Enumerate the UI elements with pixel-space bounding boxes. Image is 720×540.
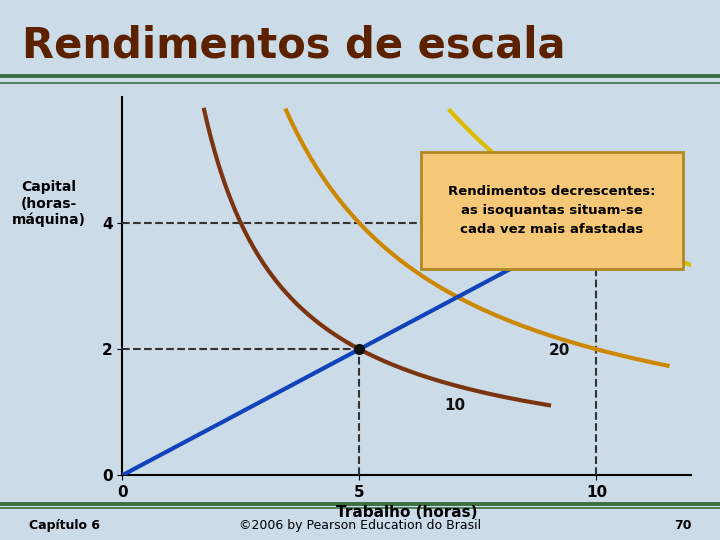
- FancyBboxPatch shape: [421, 152, 683, 269]
- Text: Capítulo 6: Capítulo 6: [29, 519, 100, 532]
- Text: 70: 70: [674, 519, 691, 532]
- Text: Capital
(horas-
máquina): Capital (horas- máquina): [12, 180, 86, 227]
- Text: Rendimentos de escala: Rendimentos de escala: [22, 24, 565, 66]
- Text: A: A: [653, 168, 667, 187]
- X-axis label: Trabalho (horas): Trabalho (horas): [336, 505, 477, 521]
- Text: 30: 30: [620, 228, 642, 243]
- Text: 20: 20: [549, 343, 570, 358]
- Text: 10: 10: [445, 398, 466, 413]
- Text: ©2006 by Pearson Education do Brasil: ©2006 by Pearson Education do Brasil: [239, 519, 481, 532]
- Text: Rendimentos decrescentes:
as isoquantas situam-se
cada vez mais afastadas: Rendimentos decrescentes: as isoquantas …: [448, 185, 656, 236]
